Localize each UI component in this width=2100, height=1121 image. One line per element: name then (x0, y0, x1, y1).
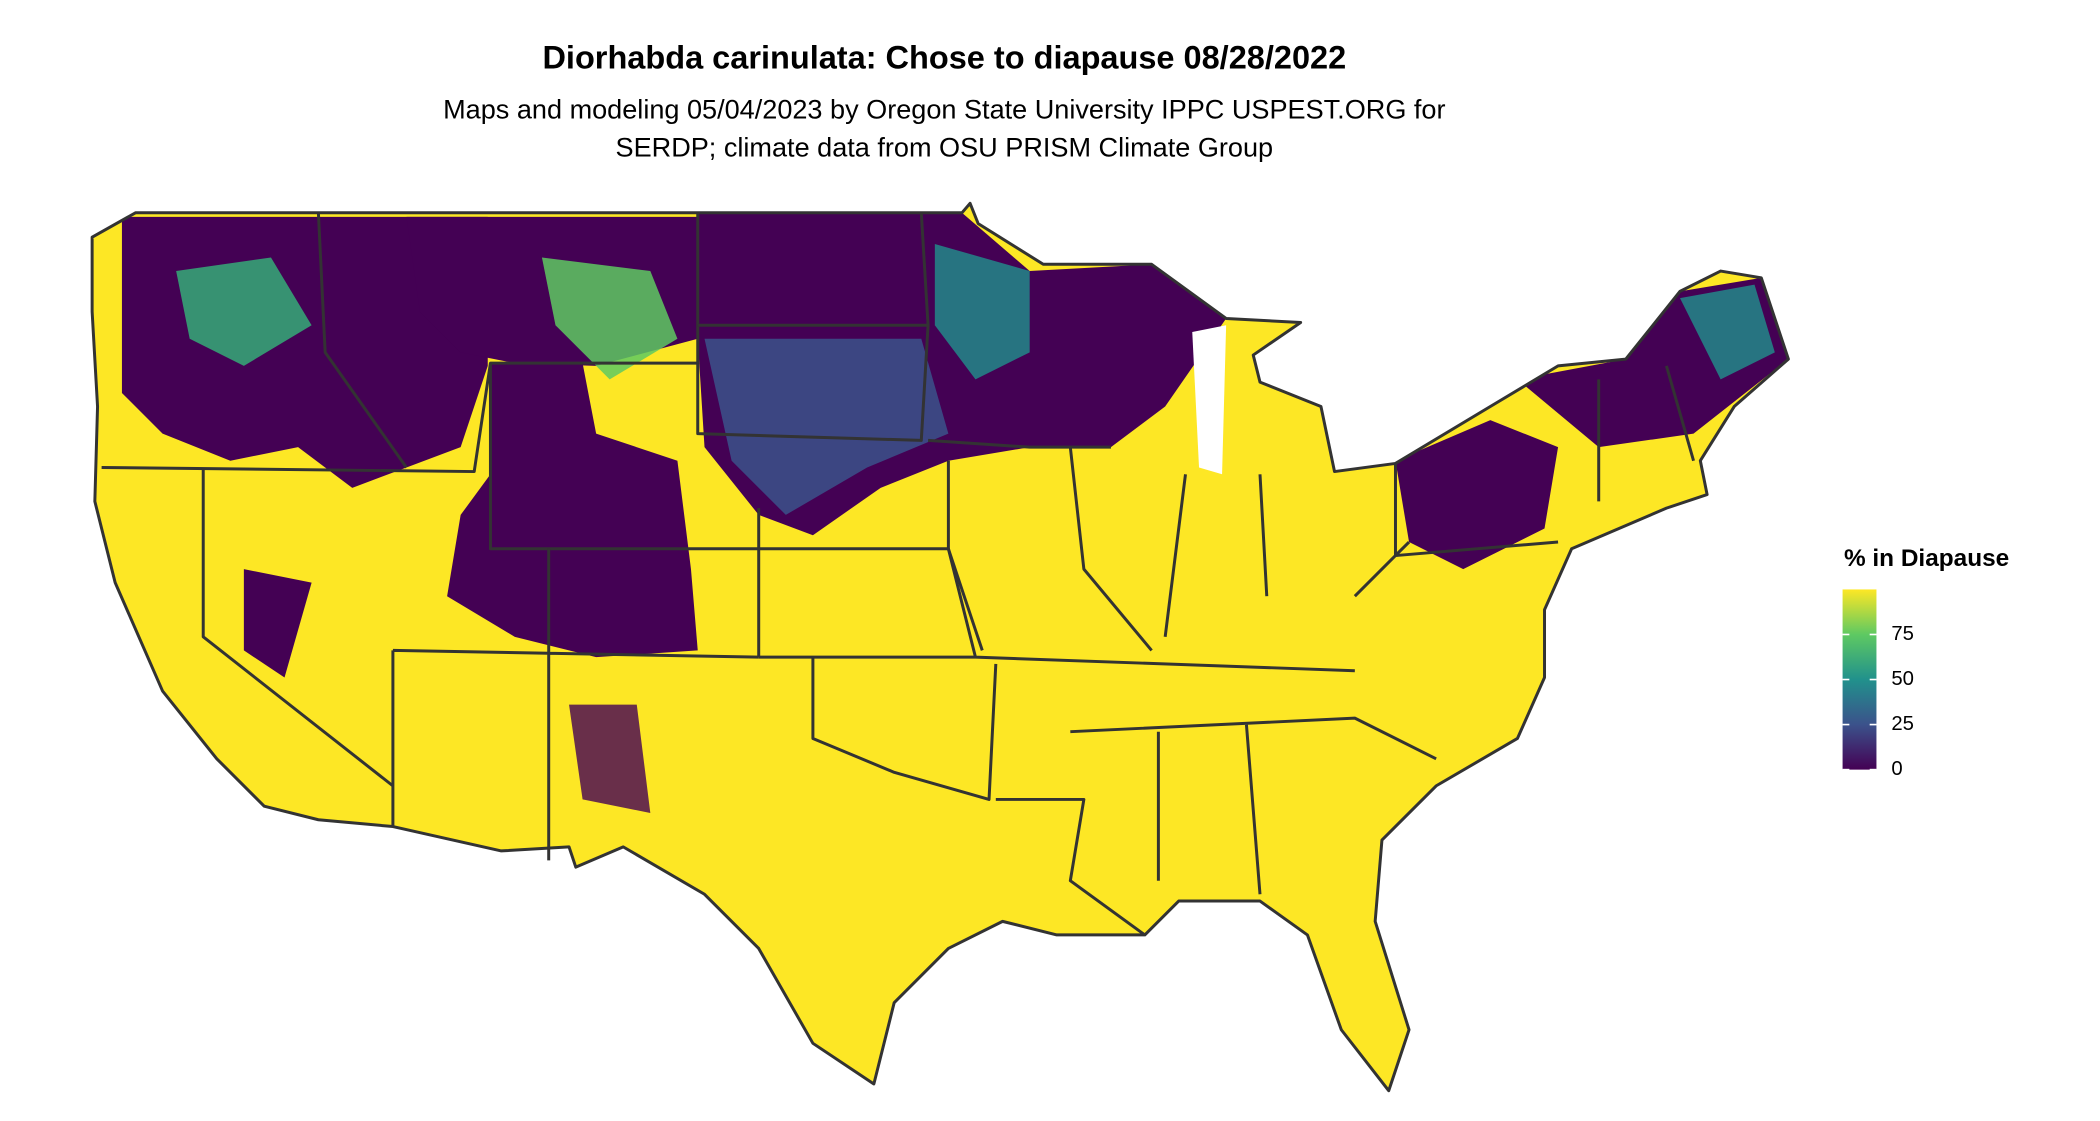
raster-region (541, 257, 678, 380)
map-title: Diorhabda carinulata: Chose to diapause … (542, 39, 1346, 75)
raster-region (704, 338, 949, 515)
raster-region (1680, 284, 1775, 380)
map-subtitle: Maps and modeling 05/04/2023 by Oregon S… (443, 93, 1445, 124)
raster-region (176, 257, 312, 366)
raster-region (243, 569, 312, 678)
raster-region (1395, 420, 1559, 570)
legend-title: % in Diapause (1844, 545, 2009, 572)
raster-region (447, 363, 698, 658)
raster-region (569, 704, 651, 813)
raster-region (934, 243, 1030, 380)
legend-tick-label: 75 (1891, 623, 1914, 645)
legend-tick-label: 25 (1891, 713, 1914, 735)
legend-tick-label: 0 (1891, 758, 1902, 780)
map-subtitle: SERDP; climate data from OSU PRISM Clima… (616, 131, 1274, 162)
raster (92, 203, 1789, 1091)
state-borders (90, 201, 1790, 1093)
legend-tick-label: 50 (1891, 668, 1914, 690)
lake-michigan (1192, 325, 1227, 475)
